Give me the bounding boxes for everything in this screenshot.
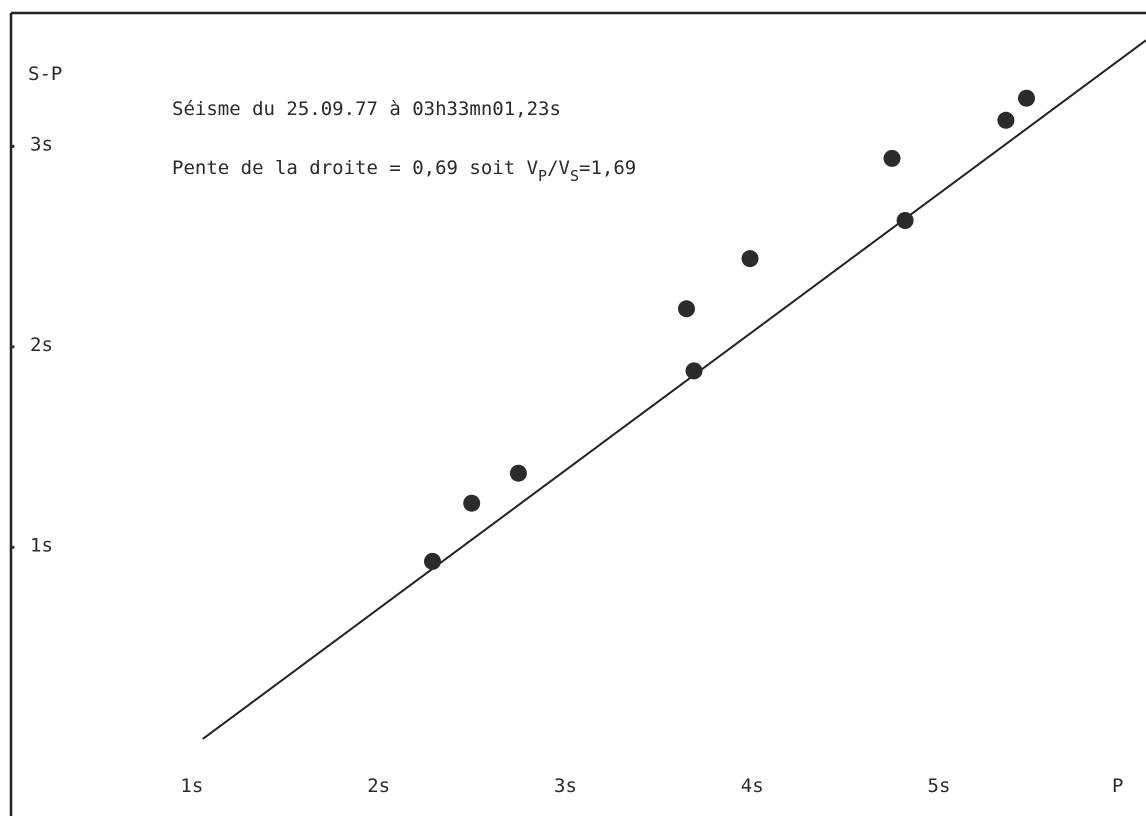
y-tick-mark-2s xyxy=(11,345,15,349)
y-axis-ticks: 1s 2s 3s xyxy=(11,133,53,556)
y-tick-mark-1s xyxy=(11,545,15,549)
x-axis-label: P xyxy=(1112,775,1123,797)
x-tick-label-1s: 1s xyxy=(180,775,203,797)
y-tick-mark-3s xyxy=(11,144,15,148)
y-axis-label: S-P xyxy=(28,63,62,85)
data-point-5 xyxy=(685,362,703,380)
data-point-4 xyxy=(678,300,695,318)
chart-subtitle: Pente de la droite = 0,69 soit VP/VS=1,6… xyxy=(172,157,636,185)
data-point-1 xyxy=(424,552,441,570)
data-point-3 xyxy=(509,464,527,482)
x-tick-label-2s: 2s xyxy=(367,775,390,797)
regression-line-layer xyxy=(202,39,1146,740)
subtitle-mid: /V xyxy=(547,157,570,179)
x-axis-ticks: 1s 2s 3s 4s 5s xyxy=(180,775,950,797)
subtitle-suffix: =1,69 xyxy=(579,157,636,179)
data-points-layer xyxy=(424,89,1035,570)
data-point-7 xyxy=(883,149,901,167)
chart-title: Séisme du 25.09.77 à 03h33mn01,23s xyxy=(172,98,561,120)
subtitle-prefix: Pente de la droite = 0,69 soit V xyxy=(172,157,538,179)
data-point-10 xyxy=(1018,89,1035,107)
regression-line xyxy=(202,39,1146,740)
y-tick-label-3s: 3s xyxy=(30,133,53,155)
subtitle-sub-s: S xyxy=(570,167,579,185)
data-point-9 xyxy=(997,111,1015,129)
data-point-8 xyxy=(896,212,914,229)
subtitle-sub-p: P xyxy=(538,167,547,185)
y-tick-label-1s: 1s xyxy=(30,534,53,556)
x-tick-label-3s: 3s xyxy=(554,775,577,797)
y-tick-label-2s: 2s xyxy=(30,334,53,356)
data-point-2 xyxy=(463,494,481,512)
x-tick-label-4s: 4s xyxy=(741,775,764,797)
data-point-6 xyxy=(741,250,759,268)
x-tick-label-5s: 5s xyxy=(928,775,951,797)
